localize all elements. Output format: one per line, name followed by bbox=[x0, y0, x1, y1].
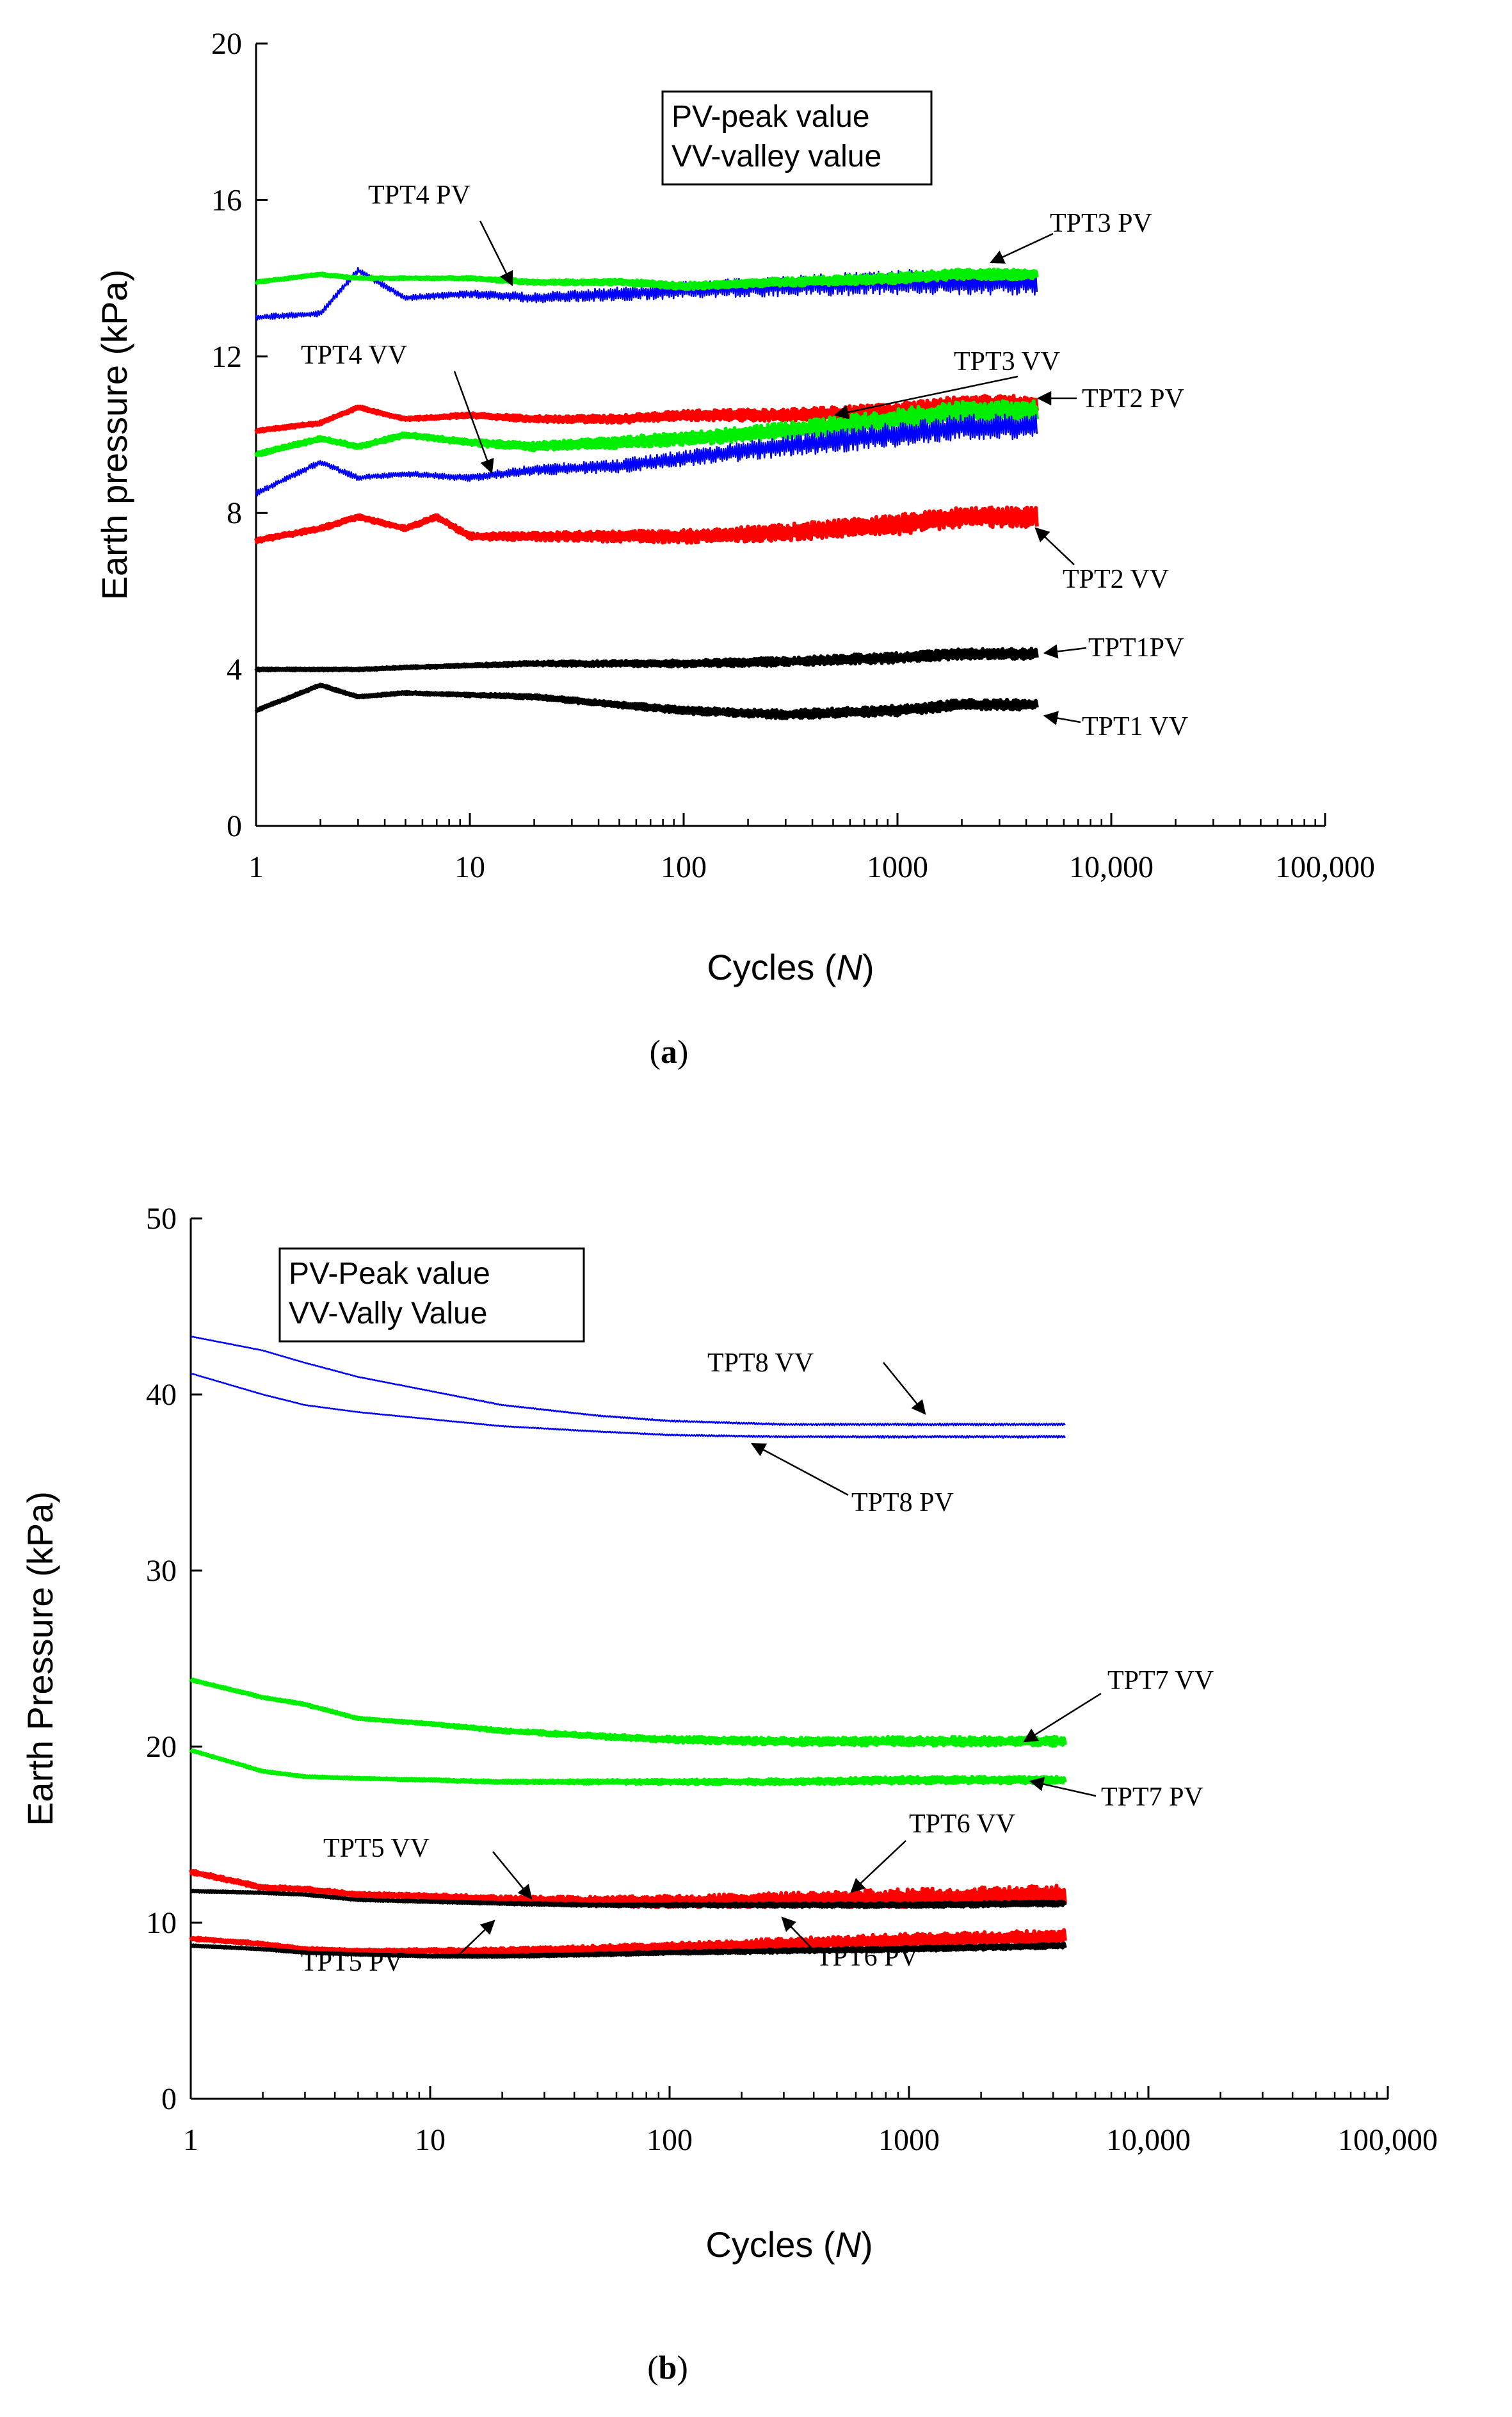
annotation-arrow bbox=[492, 1851, 533, 1900]
series-line-tpt7-pv bbox=[189, 1748, 1067, 1787]
y-tick-label-50: 50 bbox=[146, 1202, 177, 1236]
x-tick-label-1: 1 bbox=[183, 2123, 198, 2157]
annotation-label-tpt7-pv: TPT7 PV bbox=[1101, 1782, 1203, 1812]
x-tick-label-10000: 10,000 bbox=[1069, 850, 1154, 884]
annotation-label-tpt3-vv: TPT3 VV bbox=[954, 347, 1060, 376]
annotation-label-tpt7-vv: TPT7 VV bbox=[1107, 1666, 1214, 1695]
x-tick-label-10000: 10,000 bbox=[1106, 2123, 1191, 2157]
series-line-tpt8-vv bbox=[190, 1335, 1066, 1427]
annotation-arrow bbox=[751, 1443, 849, 1496]
annotation-label-tpt4-pv: TPT4 PV bbox=[368, 181, 470, 210]
y-tick-label-40: 40 bbox=[146, 1378, 177, 1412]
series-line-tpt4-vv bbox=[255, 413, 1038, 497]
panel-caption: (a) bbox=[650, 1034, 689, 1071]
y-tick-label-4: 4 bbox=[227, 653, 242, 687]
annotation-arrow bbox=[479, 220, 513, 287]
series-line-tpt5-vv bbox=[189, 1888, 1067, 1909]
annotation-arrow bbox=[457, 1920, 495, 1957]
series-line-tpt7-vv bbox=[189, 1677, 1067, 1748]
annotation-label-tpt2-vv: TPT2 VV bbox=[1063, 565, 1169, 594]
annotation-label-tpt5-pv: TPT5 PV bbox=[301, 1948, 403, 1977]
y-tick-label-20: 20 bbox=[211, 27, 242, 61]
annotation-arrow bbox=[850, 1840, 906, 1893]
annotation-label-tpt8-vv: TPT8 VV bbox=[707, 1348, 814, 1378]
x-axis-title: Cycles (N) bbox=[705, 2224, 873, 2265]
annotation-arrow bbox=[781, 1916, 814, 1950]
annotation-label-tpt2-pv: TPT2 PV bbox=[1082, 384, 1184, 414]
y-axis-title: Earth Pressure (kPa) bbox=[20, 1491, 60, 1826]
x-tick-label-100000: 100,000 bbox=[1338, 2123, 1438, 2157]
panel-caption: (b) bbox=[647, 2350, 688, 2386]
annotation-arrow bbox=[1043, 644, 1087, 659]
y-tick-label-12: 12 bbox=[211, 340, 242, 374]
annotation-arrow bbox=[1043, 711, 1081, 725]
y-tick-label-0: 0 bbox=[227, 809, 242, 843]
series-line-tpt3-vv bbox=[254, 399, 1039, 457]
annotation-label-tpt1-vv: TPT1 VV bbox=[1082, 712, 1188, 741]
x-tick-label-100: 100 bbox=[647, 2123, 693, 2157]
series-line-tpt8-pv bbox=[190, 1372, 1066, 1439]
x-tick-label-10: 10 bbox=[415, 2123, 446, 2157]
x-tick-label-100: 100 bbox=[661, 850, 707, 884]
series-line-tpt2-pv bbox=[254, 394, 1039, 434]
y-axis-title: Earth pressure (kPa) bbox=[94, 270, 134, 601]
x-axis-title: Cycles (N) bbox=[707, 947, 874, 987]
annotation-label-tpt5-vv: TPT5 VV bbox=[323, 1834, 430, 1863]
series-line-tpt6-pv bbox=[189, 1928, 1067, 1956]
legend-entry: VV-Vally Value bbox=[289, 1297, 487, 1330]
legend-entry: PV-peak value bbox=[672, 100, 870, 134]
series-line-tpt6-vv bbox=[189, 1868, 1067, 1909]
annotation-label-tpt1pv: TPT1PV bbox=[1088, 633, 1184, 663]
y-tick-label-10: 10 bbox=[146, 1906, 177, 1940]
y-tick-label-0: 0 bbox=[161, 2082, 177, 2116]
series-line-tpt1-vv bbox=[254, 683, 1039, 720]
y-tick-label-16: 16 bbox=[211, 183, 242, 217]
chart-panel-b: 0 10 20 30 40 50 1 10 100 1000 10,000 100,000 Cycles… bbox=[20, 1202, 1438, 2386]
series-line-tpt3-pv bbox=[254, 267, 1039, 291]
annotation-arrow bbox=[1023, 1692, 1102, 1743]
series-line-tpt5-pv bbox=[189, 1941, 1067, 1959]
legend-box bbox=[661, 90, 933, 186]
y-tick-label-20: 20 bbox=[146, 1730, 177, 1764]
legend-box bbox=[278, 1247, 585, 1343]
annotation-arrow bbox=[989, 232, 1054, 264]
y-tick-label-30: 30 bbox=[146, 1554, 177, 1588]
chart-panel-a: 0 4 8 12 16 20 1 10 100 1000 10,000 100,000 Cycles (… bbox=[94, 27, 1375, 1071]
annotation-arrow bbox=[833, 375, 1018, 419]
legend-entry: VV-valley value bbox=[672, 140, 881, 174]
annotation-label-tpt4-vv: TPT4 VV bbox=[301, 341, 407, 370]
annotation-arrow bbox=[883, 1362, 926, 1415]
annotation-arrow bbox=[1034, 527, 1075, 565]
annotation-label-tpt3-pv: TPT3 PV bbox=[1050, 209, 1152, 238]
series-line-tpt1pv bbox=[254, 647, 1039, 673]
x-tick-label-1: 1 bbox=[248, 850, 264, 884]
x-tick-label-10: 10 bbox=[454, 850, 485, 884]
annotation-label-tpt6-vv: TPT6 VV bbox=[909, 1809, 1015, 1839]
annotation-label-tpt8-pv: TPT8 PV bbox=[851, 1488, 954, 1517]
annotation-label-tpt6-pv: TPT6 PV bbox=[816, 1943, 919, 1972]
annotation-arrow bbox=[1029, 1777, 1097, 1797]
annotation-arrow bbox=[453, 371, 494, 474]
x-tick-label-1000: 1000 bbox=[878, 2123, 940, 2157]
legend-entry: PV-Peak value bbox=[289, 1257, 490, 1291]
x-tick-label-100000: 100,000 bbox=[1275, 850, 1375, 884]
x-tick-label-1000: 1000 bbox=[867, 850, 928, 884]
y-tick-label-8: 8 bbox=[227, 496, 242, 530]
series-line-tpt2-vv bbox=[254, 505, 1039, 545]
